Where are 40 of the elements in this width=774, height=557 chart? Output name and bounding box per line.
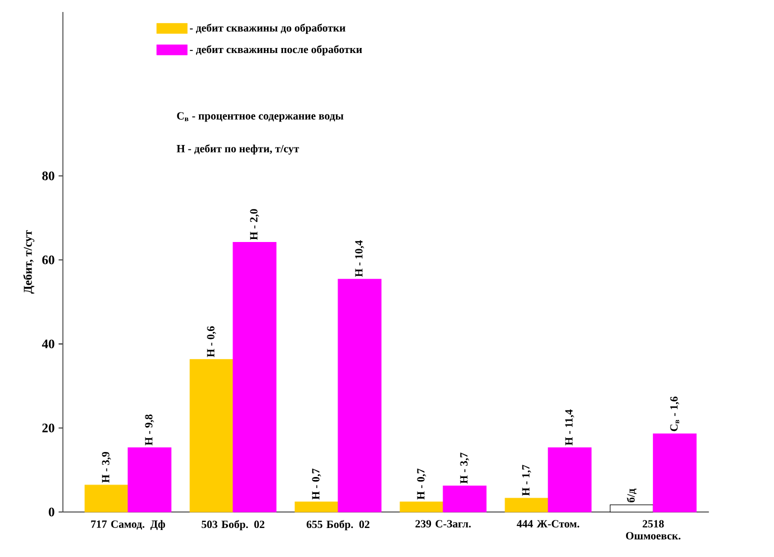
- annotation: Н - 0,7: [312, 468, 322, 500]
- bar: [338, 278, 382, 512]
- annotation: Н - дебит по нефти, т/сут: [176, 144, 300, 155]
- bar: [294, 502, 338, 512]
- legend-label: - дебит скважины до обработки: [190, 24, 346, 34]
- y-tick-label: 20: [42, 424, 54, 432]
- bar: [442, 486, 486, 512]
- annotation: Н - 3,7: [460, 452, 470, 484]
- bar: [652, 434, 697, 512]
- y-tick-label: 60: [42, 256, 54, 264]
- bar: [610, 504, 654, 512]
- annotation: Н - 3,9: [102, 452, 111, 483]
- x-tick-label: 2518 Ошмоевск.: [626, 520, 680, 540]
- annotation: Н - 0,6: [207, 326, 216, 358]
- x-tick-label: 655 Бобр. 02: [306, 520, 370, 530]
- bar: [504, 498, 548, 512]
- x-tick-label: 239 С-Загл.: [415, 520, 471, 528]
- x-tick-label: 503 Бобр. 02: [202, 520, 264, 530]
- bar: [190, 359, 234, 512]
- annotation: Н - 9,8: [145, 414, 154, 446]
- annotation: Н - 11,4: [565, 410, 574, 446]
- x-tick-label: 444 Ж-Стом.: [516, 520, 580, 528]
- bar: [232, 242, 276, 512]
- annotation: Н - 0,7: [417, 468, 426, 500]
- annotation: С$_{в}$ - 1,6: [670, 396, 680, 432]
- bar: [400, 502, 444, 512]
- y-tick-label: 40: [42, 340, 54, 348]
- y-tick-label: 0: [48, 508, 54, 516]
- bar: [128, 447, 172, 512]
- x-tick-label: 717 Самод. Дф: [91, 520, 166, 530]
- annotation: Н - 10,4: [355, 240, 364, 277]
- legend-label: - дебит скважины после обработки: [190, 45, 362, 56]
- bar: [84, 484, 128, 512]
- annotation: С$_{в}$ - процентное содержание воды: [177, 112, 344, 122]
- bar: [548, 447, 592, 512]
- y-axis-title: Дебит, т/сут: [23, 230, 34, 294]
- annotation: Н - 2,0: [250, 209, 260, 240]
- y-tick-label: 80: [42, 171, 54, 180]
- annotation: б/д: [626, 488, 637, 502]
- annotation: Н - 1,7: [522, 464, 532, 496]
